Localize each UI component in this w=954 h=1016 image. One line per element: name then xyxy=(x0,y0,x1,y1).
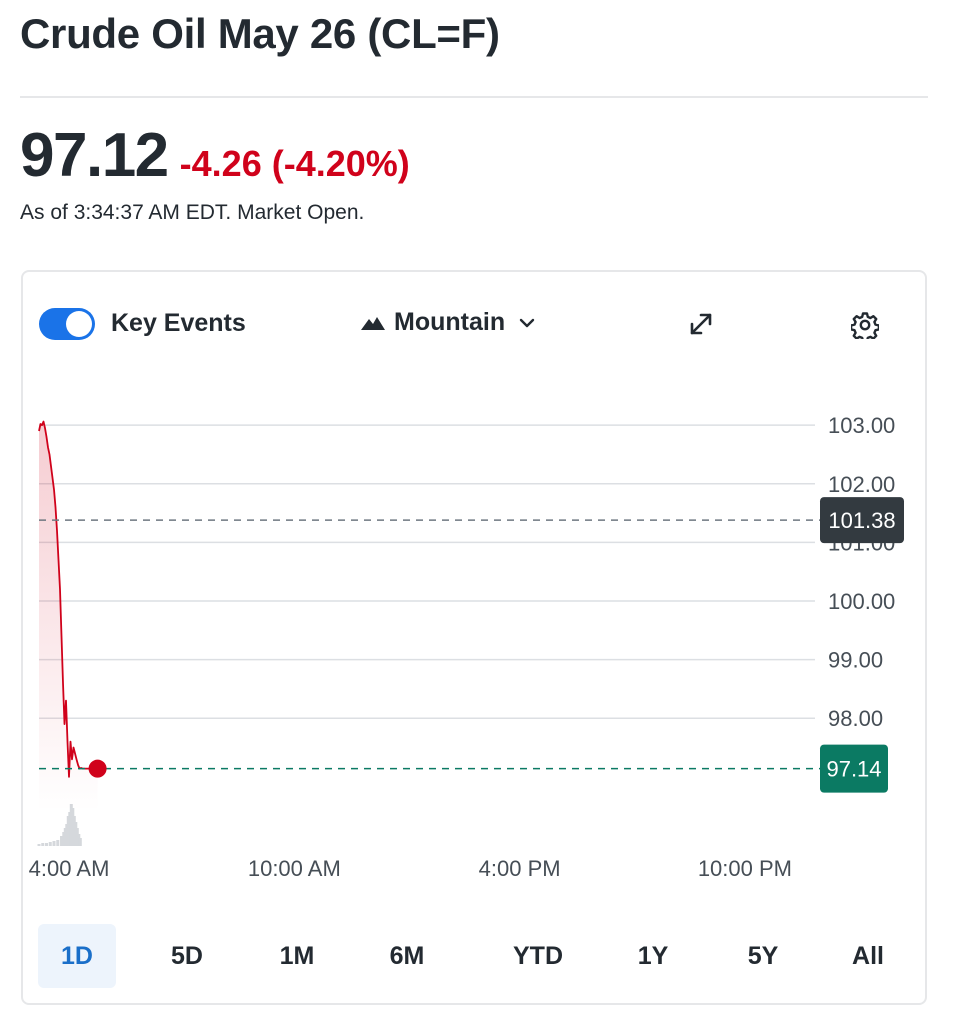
timeframe-5y[interactable]: 5Y xyxy=(747,941,779,970)
y-tick-label: 100.00 xyxy=(828,589,895,614)
volume-bar xyxy=(52,841,56,846)
as-of-timestamp: As of 3:34:37 AM EDT. Market Open. xyxy=(20,201,365,224)
gear-icon[interactable] xyxy=(851,311,879,339)
previous-close-label: 101.38 xyxy=(828,508,895,533)
chart-type-label: Mountain xyxy=(394,308,506,336)
current-price: 97.12 xyxy=(20,121,169,190)
last-price-tag xyxy=(820,744,888,793)
y-tick-label: 103.00 xyxy=(828,413,895,438)
page-title: Crude Oil May 26 (CL=F) xyxy=(20,10,500,57)
x-tick-label: 4:00 PM xyxy=(479,856,561,881)
volume-bar xyxy=(71,808,75,846)
header-divider xyxy=(20,96,928,98)
chart-card: Key Events Mountain 103.00102.00101.0010… xyxy=(21,270,927,1005)
x-tick-label: 10:00 AM xyxy=(248,856,341,881)
volume-bar xyxy=(66,816,70,846)
price-area xyxy=(39,421,98,812)
volume-bar xyxy=(62,832,66,846)
volume-bar xyxy=(37,844,41,846)
volume-bar xyxy=(65,824,69,846)
volume-bar xyxy=(45,843,49,846)
quote-row: 97.12 -4.26 (-4.20%) xyxy=(20,120,410,191)
timeframe-1d[interactable]: 1D xyxy=(38,924,116,988)
price-line xyxy=(38,420,98,778)
volume-bar xyxy=(63,828,67,846)
volume-bar xyxy=(48,842,52,846)
volume-bar xyxy=(69,804,73,846)
volume-bar xyxy=(41,843,45,846)
volume-bar xyxy=(74,822,78,846)
toggle-knob xyxy=(66,311,92,337)
x-tick-label: 4:00 AM xyxy=(29,856,110,881)
timeframe-ytd[interactable]: YTD xyxy=(513,941,563,970)
price-chart[interactable]: 103.00102.00101.00100.0099.0098.00101.38… xyxy=(23,272,925,892)
chart-type-dropdown[interactable]: Mountain xyxy=(360,308,543,337)
last-price-label: 97.14 xyxy=(826,757,881,782)
chevron-down-icon xyxy=(519,318,535,327)
volume-bar xyxy=(56,840,60,846)
volume-bar xyxy=(77,834,81,846)
volume-bar xyxy=(75,828,79,846)
timeframe-1y[interactable]: 1Y xyxy=(637,941,669,970)
mountain-icon xyxy=(361,316,385,330)
key-events-toggle[interactable] xyxy=(39,308,95,340)
timeframe-all[interactable]: All xyxy=(852,941,884,970)
previous-close-tag xyxy=(820,497,904,544)
last-price-marker xyxy=(88,759,107,778)
timeframe-5d[interactable]: 5D xyxy=(171,941,203,970)
price-change: -4.26 (-4.20%) xyxy=(179,143,410,184)
y-tick-label: 98.00 xyxy=(828,706,883,731)
y-tick-label: 102.00 xyxy=(828,472,895,497)
volume-bar xyxy=(72,816,76,846)
volume-bar xyxy=(68,812,72,846)
key-events-label[interactable]: Key Events xyxy=(111,309,246,337)
x-tick-label: 10:00 PM xyxy=(698,856,792,881)
timeframe-selector: 1D 5D 1M 6M YTD 1Y 5Y All xyxy=(38,924,913,988)
timeframe-1m[interactable]: 1M xyxy=(279,941,315,970)
volume-bar xyxy=(78,838,82,846)
timeframe-6m[interactable]: 6M xyxy=(389,941,425,970)
volume-bar xyxy=(60,836,64,846)
y-tick-label: 99.00 xyxy=(828,648,883,673)
expand-icon[interactable] xyxy=(687,310,715,338)
